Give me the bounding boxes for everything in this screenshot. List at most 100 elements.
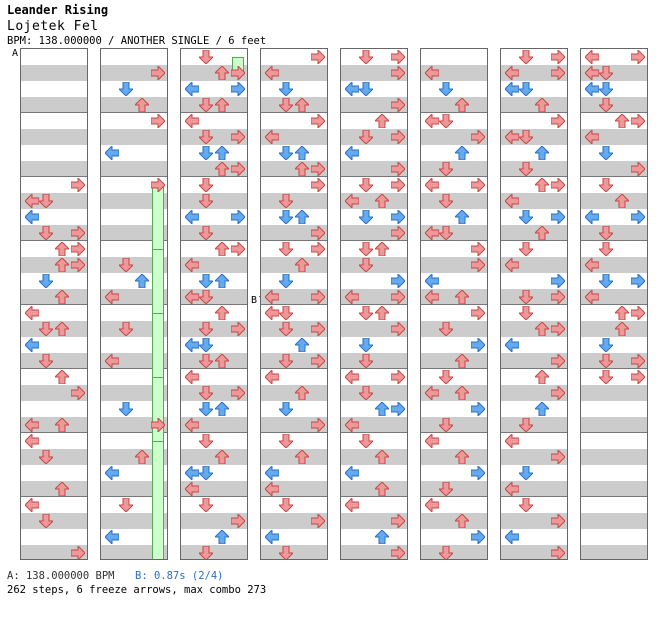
arrow-down-icon — [439, 482, 453, 496]
arrow-left-icon — [105, 354, 119, 368]
arrow-left-icon — [185, 82, 199, 96]
arrow-right-icon — [471, 178, 485, 192]
arrow-right-icon — [391, 290, 405, 304]
measure-line — [341, 112, 407, 113]
arrow-down-icon — [519, 50, 533, 64]
arrow-right-icon — [631, 354, 645, 368]
arrow-down-icon — [519, 466, 533, 480]
arrow-down-icon — [599, 98, 613, 112]
arrow-left-icon — [25, 498, 39, 512]
arrow-right-icon — [471, 530, 485, 544]
measure-line — [581, 176, 647, 177]
arrow-left-icon — [505, 130, 519, 144]
artist-name: Lojetek Fel — [7, 19, 99, 34]
arrow-up-icon — [535, 402, 549, 416]
measure-line — [341, 496, 407, 497]
measure-line — [261, 304, 327, 305]
arrow-left-icon — [425, 386, 439, 400]
arrow-left-icon — [505, 338, 519, 352]
arrow-down-icon — [439, 322, 453, 336]
measure-line — [341, 432, 407, 433]
freeze-arrow — [152, 441, 164, 559]
arrow-left-icon — [505, 258, 519, 272]
arrow-right-icon — [231, 130, 245, 144]
arrow-right-icon — [71, 226, 85, 240]
arrow-right-icon — [71, 546, 85, 559]
arrow-right-icon — [471, 258, 485, 272]
arrow-left-icon — [585, 66, 599, 80]
arrow-left-icon — [425, 66, 439, 80]
arrow-left-icon — [425, 114, 439, 128]
arrow-left-icon — [265, 290, 279, 304]
measure-line — [421, 176, 487, 177]
arrow-up-icon — [215, 66, 229, 80]
measure-line — [501, 496, 567, 497]
arrow-up-icon — [455, 450, 469, 464]
arrow-up-icon — [295, 162, 309, 176]
arrow-right-icon — [391, 130, 405, 144]
arrow-right-icon — [311, 162, 325, 176]
arrow-left-icon — [505, 434, 519, 448]
arrow-right-icon — [391, 514, 405, 528]
measure-line — [261, 496, 327, 497]
arrow-left-icon — [185, 210, 199, 224]
arrow-down-icon — [279, 146, 293, 160]
arrow-right-icon — [551, 178, 565, 192]
measure-line — [181, 240, 247, 241]
arrow-up-icon — [55, 482, 69, 496]
arrow-right-icon — [71, 242, 85, 256]
arrow-up-icon — [455, 290, 469, 304]
arrow-left-icon — [425, 274, 439, 288]
arrow-down-icon — [519, 82, 533, 96]
arrow-down-icon — [359, 178, 373, 192]
arrow-right-icon — [471, 130, 485, 144]
arrow-right-icon — [551, 546, 565, 559]
chart-lane-5 — [340, 48, 408, 560]
chart-lane-8 — [580, 48, 648, 560]
arrow-right-icon — [471, 466, 485, 480]
arrow-right-icon — [231, 386, 245, 400]
arrow-down-icon — [199, 98, 213, 112]
arrow-down-icon — [519, 242, 533, 256]
arrow-right-icon — [311, 514, 325, 528]
arrow-down-icon — [199, 130, 213, 144]
arrow-left-icon — [185, 290, 199, 304]
arrow-up-icon — [535, 98, 549, 112]
arrow-right-icon — [551, 514, 565, 528]
measure-line — [261, 240, 327, 241]
arrow-right-icon — [311, 418, 325, 432]
marker-b: B — [251, 295, 258, 306]
arrow-down-icon — [599, 274, 613, 288]
chart-stats: 262 steps, 6 freeze arrows, max combo 27… — [7, 584, 267, 596]
arrow-down-icon — [279, 498, 293, 512]
arrow-left-icon — [345, 370, 359, 384]
arrow-left-icon — [265, 66, 279, 80]
arrow-down-icon — [359, 338, 373, 352]
measure-line — [421, 112, 487, 113]
arrow-right-icon — [551, 290, 565, 304]
arrow-right-icon — [311, 114, 325, 128]
arrow-up-icon — [295, 210, 309, 224]
measure-line — [501, 432, 567, 433]
arrow-up-icon — [295, 146, 309, 160]
arrow-down-icon — [39, 194, 53, 208]
arrow-down-icon — [439, 546, 453, 559]
arrow-right-icon — [231, 82, 245, 96]
arrow-down-icon — [519, 162, 533, 176]
arrow-down-icon — [279, 306, 293, 320]
measure-line — [421, 304, 487, 305]
arrow-down-icon — [439, 114, 453, 128]
arrow-right-icon — [391, 370, 405, 384]
arrow-left-icon — [345, 418, 359, 432]
arrow-right-icon — [151, 114, 165, 128]
arrow-up-icon — [295, 98, 309, 112]
arrow-left-icon — [345, 82, 359, 96]
arrow-up-icon — [615, 194, 629, 208]
arrow-left-icon — [185, 114, 199, 128]
arrow-left-icon — [585, 130, 599, 144]
measure-line — [181, 176, 247, 177]
arrow-down-icon — [199, 178, 213, 192]
arrow-down-icon — [599, 226, 613, 240]
arrow-left-icon — [185, 338, 199, 352]
arrow-left-icon — [585, 82, 599, 96]
